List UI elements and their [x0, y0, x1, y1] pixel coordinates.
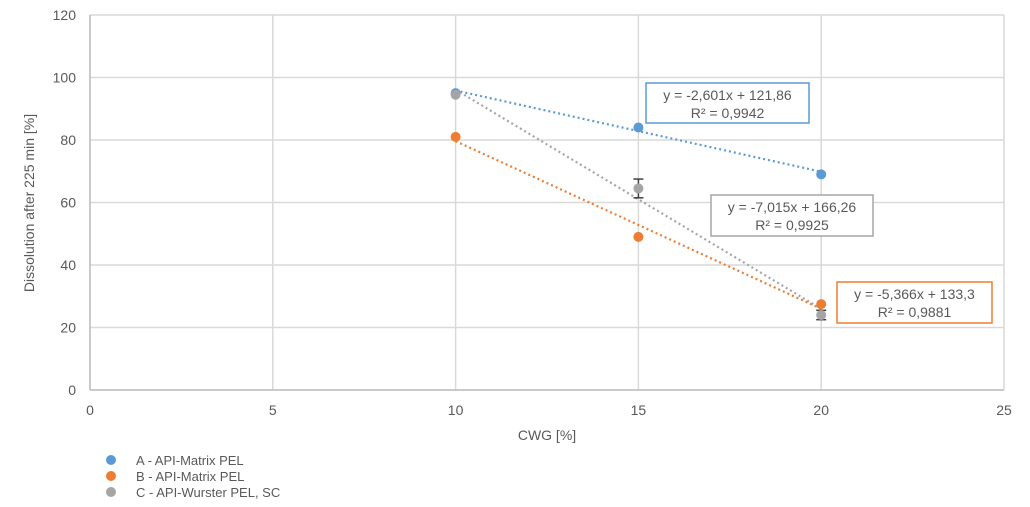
x-tick-label: 0: [86, 402, 94, 418]
trendline-2: [455, 88, 822, 310]
legend-marker-a: [106, 455, 116, 465]
trendline-equation: y = -2,601x + 121,86: [663, 87, 792, 103]
y-tick-label: 40: [60, 257, 76, 273]
trendline-r2: R² = 0,9881: [878, 304, 952, 320]
legend-item-c: C - API-Wurster PEL, SC: [106, 484, 280, 500]
trendline-r2: R² = 0,9942: [691, 105, 765, 121]
trendline-r2: R² = 0,9925: [755, 217, 829, 233]
legend-marker-c: [106, 487, 116, 497]
y-axis-label: Dissolution after 225 min [%]: [21, 114, 37, 292]
trendline-label-box: [836, 281, 993, 324]
data-points: [450, 88, 827, 321]
y-tick-label: 80: [60, 132, 76, 148]
y-tick-label: 20: [60, 320, 76, 336]
axes: 0 20 40 60 80 100 120 0 5 10 15 20 25: [53, 7, 1012, 418]
trendline-equation: y = -5,366x + 133,3: [854, 286, 975, 302]
x-tick-label: 10: [448, 402, 464, 418]
legend-item-a: A - API-Matrix PEL: [106, 452, 280, 468]
data-point: [816, 310, 827, 320]
y-tick-label: 120: [53, 7, 77, 23]
x-tick-label: 15: [631, 402, 647, 418]
legend-label-c: C - API-Wurster PEL, SC: [136, 484, 281, 500]
y-tick-label: 0: [68, 382, 76, 398]
trendlines: [455, 88, 822, 310]
trendline-labels: y = -2,601x + 121,86 R² = 0,9942 y = -7,01…: [645, 82, 993, 324]
y-tick-label: 100: [53, 70, 77, 86]
scatter-chart: 0 20 40 60 80 100 120 0 5 10 15 20 25 y = -2,601x + …: [21, 7, 1012, 443]
data-point: [633, 122, 644, 133]
data-point: [633, 231, 644, 242]
x-tick-label: 20: [813, 402, 829, 418]
data-point: [450, 131, 461, 142]
legend-label-a: A - API-Matrix PEL: [136, 452, 244, 468]
data-point: [816, 299, 827, 310]
trendline-label-box: [645, 82, 810, 124]
trendline-1: [455, 140, 822, 310]
legend-marker-b: [106, 471, 116, 481]
data-point: [450, 89, 461, 100]
x-axis-label: CWG [%]: [518, 427, 576, 443]
trendline-equation: y = -7,015x + 166,26: [728, 199, 857, 215]
data-point: [816, 169, 827, 180]
trendline-label-box: [710, 194, 874, 237]
legend-label-b: B - API-Matrix PEL: [136, 468, 245, 484]
x-tick-label: 25: [996, 402, 1012, 418]
y-tick-label: 60: [60, 195, 76, 211]
x-tick-label: 5: [269, 402, 277, 418]
gridlines: [89, 14, 1005, 391]
data-point: [633, 183, 644, 194]
legend-item-b: B - API-Matrix PEL: [106, 468, 280, 484]
legend: A - API-Matrix PEL B - API-Matrix PEL C …: [106, 452, 280, 500]
